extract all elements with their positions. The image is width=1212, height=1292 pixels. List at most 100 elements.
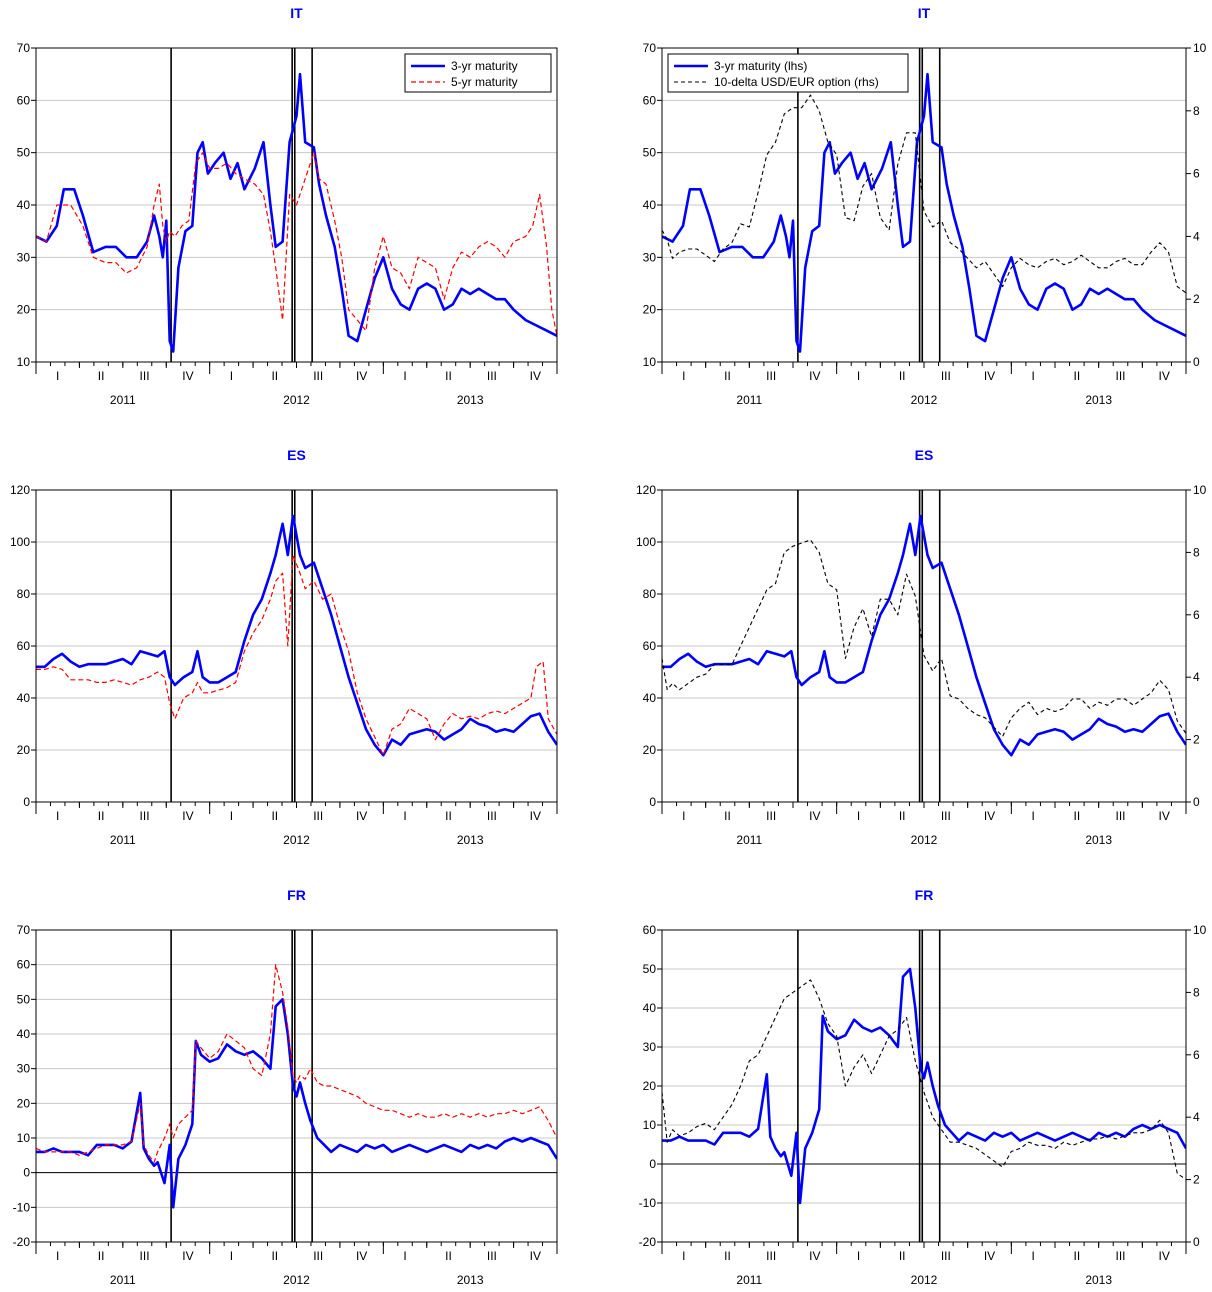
y-right-tick-label: 2	[1193, 733, 1200, 747]
x-quarter-label: IV	[1158, 369, 1169, 383]
x-quarter-label: IV	[182, 1249, 193, 1263]
x-quarter-label: II	[98, 809, 105, 823]
x-quarter-label: IV	[182, 369, 193, 383]
y-tick-label: 40	[17, 1027, 31, 1041]
x-year-label: 2011	[110, 1273, 136, 1287]
x-quarter-label: III	[766, 1249, 776, 1263]
x-quarter-label: IV	[984, 1249, 995, 1263]
chart-title: ES	[287, 447, 306, 463]
y-tick-label: 80	[643, 587, 657, 601]
series-line-1	[662, 539, 1186, 738]
series-line-1	[36, 554, 557, 756]
y-right-tick-label: 4	[1193, 1110, 1200, 1124]
y-tick-label: 0	[649, 1157, 656, 1171]
x-year-label: 2013	[1085, 393, 1112, 407]
y-tick-label: 60	[17, 958, 31, 972]
legend-label-1: 5-yr maturity	[451, 75, 518, 89]
x-year-label: 2011	[736, 1273, 762, 1287]
x-quarter-label: II	[1073, 1249, 1080, 1263]
y-right-tick-label: 2	[1193, 1173, 1200, 1187]
x-quarter-label: III	[140, 809, 150, 823]
legend-label-0: 3-yr maturity	[451, 59, 518, 73]
x-quarter-label: I	[1031, 809, 1034, 823]
x-year-label: 2011	[736, 833, 762, 847]
y-right-tick-label: 10	[1193, 923, 1207, 937]
y-tick-label: 20	[17, 743, 31, 757]
y-right-tick-label: 6	[1193, 167, 1200, 181]
series-line-1	[662, 979, 1186, 1181]
legend-box	[667, 53, 909, 93]
y-tick-label: 60	[17, 639, 31, 653]
x-quarter-label: I	[56, 1249, 59, 1263]
y-tick-label: -20	[639, 1235, 657, 1249]
x-quarter-label: IV	[809, 809, 820, 823]
y-tick-label: 0	[23, 1166, 30, 1180]
series-line-0	[36, 998, 557, 1209]
x-quarter-label: III	[313, 369, 323, 383]
y-tick-label: 0	[23, 795, 30, 809]
y-tick-label: 50	[17, 146, 31, 160]
y-tick-label: 70	[17, 41, 31, 55]
y-tick-label: 120	[10, 483, 30, 497]
x-year-label: 2013	[1085, 1273, 1112, 1287]
series-line-1	[662, 94, 1186, 294]
x-quarter-label: II	[899, 1249, 906, 1263]
y-tick-label: 30	[643, 250, 657, 264]
x-quarter-label: IV	[356, 369, 367, 383]
x-quarter-label: II	[445, 1249, 452, 1263]
x-quarter-label: II	[445, 809, 452, 823]
y-tick-label: 20	[643, 743, 657, 757]
y-right-tick-label: 0	[1193, 1235, 1200, 1249]
x-quarter-label: IV	[356, 809, 367, 823]
x-quarter-label: IV	[530, 1249, 541, 1263]
legend-box	[404, 53, 552, 93]
y-tick-label: 50	[17, 992, 31, 1006]
x-year-label: 2013	[1085, 833, 1112, 847]
y-tick-label: 10	[17, 355, 31, 369]
y-tick-label: 70	[643, 41, 657, 55]
y-tick-label: 70	[17, 923, 31, 937]
x-quarter-label: III	[766, 809, 776, 823]
x-quarter-label: I	[682, 369, 685, 383]
x-year-label: 2012	[283, 1273, 310, 1287]
plot-frame	[35, 929, 558, 1243]
chart-title: IT	[290, 5, 303, 21]
legend: 3-yr maturity (lhs) 10-delta USD/EUR opti…	[667, 53, 909, 93]
y-tick-label: 20	[17, 1096, 31, 1110]
y-tick-label: 60	[643, 639, 657, 653]
x-quarter-label: II	[724, 809, 731, 823]
x-quarter-label: II	[1073, 369, 1080, 383]
y-tick-label: 40	[643, 1001, 657, 1015]
x-year-label: 2013	[457, 833, 484, 847]
x-quarter-label: III	[313, 809, 323, 823]
x-quarter-label: I	[1031, 1249, 1034, 1263]
y-tick-label: -10	[639, 1196, 657, 1210]
x-quarter-label: I	[56, 809, 59, 823]
x-quarter-label: IV	[1158, 1249, 1169, 1263]
x-quarter-label: II	[271, 369, 278, 383]
x-year-label: 2013	[457, 1273, 484, 1287]
y-right-tick-label: 6	[1193, 608, 1200, 622]
x-quarter-label: I	[56, 369, 59, 383]
x-quarter-label: II	[271, 809, 278, 823]
x-quarter-label: I	[682, 809, 685, 823]
x-quarter-label: III	[941, 1249, 951, 1263]
x-quarter-label: IV	[984, 809, 995, 823]
y-right-tick-label: 0	[1193, 355, 1200, 369]
x-quarter-label: II	[899, 369, 906, 383]
y-tick-label: 10	[17, 1131, 31, 1145]
legend-label-0: 3-yr maturity (lhs)	[714, 59, 807, 73]
x-quarter-label: III	[140, 369, 150, 383]
series-line-1	[36, 964, 557, 1163]
x-quarter-label: III	[766, 369, 776, 383]
legend-label-1: 10-delta USD/EUR option (rhs)	[714, 75, 879, 89]
x-year-label: 2012	[911, 1273, 938, 1287]
legend: 3-yr maturity 5-yr maturity	[404, 53, 552, 93]
x-quarter-label: II	[271, 1249, 278, 1263]
x-quarter-label: III	[941, 369, 951, 383]
y-tick-label: 20	[17, 303, 31, 317]
